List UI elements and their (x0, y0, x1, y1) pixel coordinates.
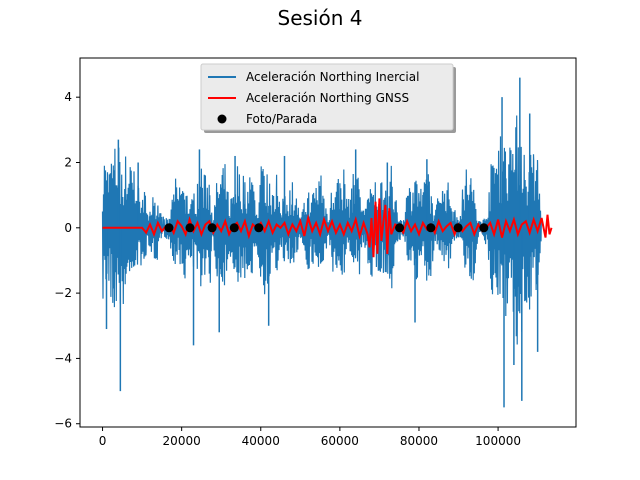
y-tick-label: −2 (54, 286, 72, 300)
x-tick-label: 80000 (400, 434, 438, 448)
foto-parada-point (185, 223, 195, 233)
y-tick-label: 0 (64, 221, 72, 235)
foto-parada-point (426, 223, 436, 233)
foto-parada-point (479, 223, 489, 233)
legend-label: Foto/Parada (246, 112, 317, 126)
series-inercial-line (101, 115, 542, 345)
x-tick-label: 20000 (163, 434, 201, 448)
y-axis-ticks: −6 −4 −2 0 2 4 (54, 90, 80, 431)
y-tick-label: 2 (64, 155, 72, 169)
x-tick-label: 40000 (242, 434, 280, 448)
x-tick-label: 60000 (321, 434, 359, 448)
x-axis-ticks: 0 20000 40000 60000 80000 100000 (99, 427, 521, 448)
x-tick-label: 100000 (475, 434, 521, 448)
legend-label: Aceleración Northing Inercial (246, 70, 419, 84)
y-tick-label: 4 (64, 90, 72, 104)
legend: Aceleración Northing Inercial Aceleración… (200, 63, 456, 133)
foto-parada-point (254, 223, 264, 233)
legend-label: Aceleración Northing GNSS (246, 91, 409, 105)
foto-parada-point (207, 223, 217, 233)
y-tick-label: −6 (54, 417, 72, 431)
legend-marker (217, 114, 227, 124)
foto-parada-point (164, 223, 174, 233)
series-foto-parada (164, 223, 489, 233)
y-tick-label: −4 (54, 351, 72, 365)
foto-parada-point (395, 223, 405, 233)
x-tick-label: 0 (99, 434, 107, 448)
foto-parada-point (453, 223, 463, 233)
foto-parada-point (229, 223, 239, 233)
series-inercial (101, 77, 542, 408)
chart-title: Sesión 4 (277, 6, 363, 30)
legend-box (200, 63, 454, 131)
axes-frame (79, 57, 577, 428)
